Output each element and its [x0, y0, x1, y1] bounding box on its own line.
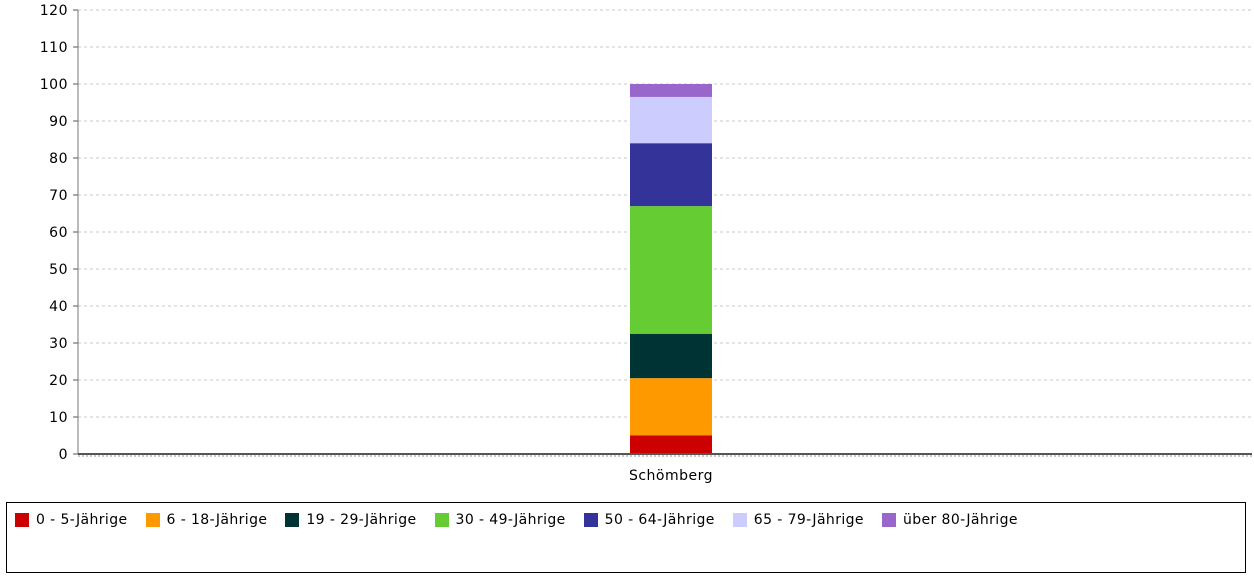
- chart: 0 10 20 30 40 50 60 70 80 90 100 110 120 Schömberg: [40, 3, 1252, 484]
- bar-segment: [630, 378, 712, 436]
- legend-swatch: [285, 513, 300, 527]
- chart-svg: 0 10 20 30 40 50 60 70 80 90 100 110 120 Schömberg: [40, 3, 1252, 484]
- bar-segment: [630, 206, 712, 334]
- legend-label: 50 - 64-Jährige: [604, 512, 715, 528]
- y-tick-label: 60: [49, 225, 68, 241]
- legend: 0 - 5-Jährige 6 - 18-Jährige 19 - 29-Jähri…: [6, 502, 1246, 573]
- legend-swatch: [881, 513, 896, 527]
- bar-segment: [630, 143, 712, 207]
- bar-segment: [630, 333, 712, 379]
- legend-label: 19 - 29-Jährige: [306, 512, 417, 528]
- legend-swatch: [732, 513, 747, 527]
- legend-label: 65 - 79-Jährige: [753, 512, 864, 528]
- y-tick-label: 50: [49, 262, 68, 278]
- y-tick-label: 70: [49, 188, 68, 204]
- legend-item: 6 - 18-Jährige: [145, 511, 268, 529]
- legend-item: über 80-Jährige: [881, 511, 1018, 529]
- bar-segment: [630, 84, 712, 97]
- legend-items: 0 - 5-Jährige 6 - 18-Jährige 19 - 29-Jähri…: [15, 511, 1237, 529]
- legend-swatch: [434, 513, 449, 527]
- legend-item: 65 - 79-Jährige: [732, 511, 864, 529]
- y-tick-label: 10: [49, 410, 68, 426]
- legend-label: 6 - 18-Jährige: [166, 512, 268, 528]
- y-tick-label: 90: [49, 114, 68, 130]
- y-tick-label: 80: [49, 151, 68, 167]
- y-tick-label: 0: [59, 447, 68, 463]
- bar-segment: [630, 435, 712, 454]
- legend-swatch: [15, 513, 29, 527]
- y-tick-label: 20: [49, 373, 68, 389]
- y-tick-label: 100: [40, 77, 68, 93]
- legend-item: 50 - 64-Jährige: [583, 511, 715, 529]
- bar-segment: [630, 96, 712, 144]
- legend-swatch: [145, 513, 160, 527]
- y-tick-label: 120: [40, 3, 68, 19]
- y-tick-label: 40: [49, 299, 68, 315]
- legend-label: 0 - 5-Jährige: [36, 512, 128, 528]
- legend-label: 30 - 49-Jährige: [455, 512, 566, 528]
- y-tick-label: 30: [49, 336, 68, 352]
- legend-item: 0 - 5-Jährige: [15, 511, 128, 529]
- legend-item: 19 - 29-Jährige: [285, 511, 416, 529]
- x-tick-label: Schömberg: [629, 468, 713, 484]
- legend-label: über 80-Jährige: [902, 512, 1018, 528]
- y-tick-label: 110: [40, 40, 68, 56]
- legend-item: 30 - 49-Jährige: [434, 511, 566, 529]
- legend-swatch: [583, 513, 598, 527]
